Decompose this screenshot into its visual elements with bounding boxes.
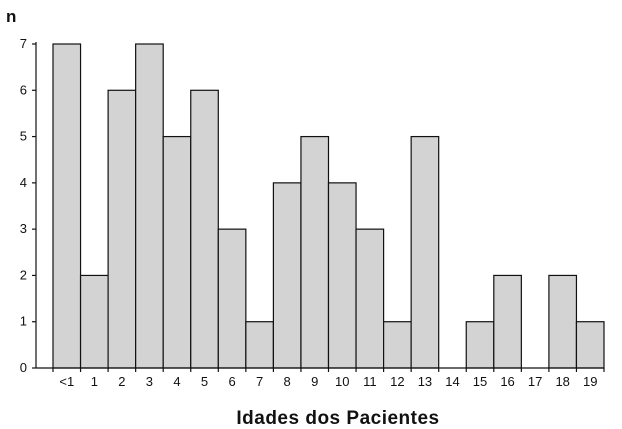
x-tick-label: 1 [91,374,98,389]
bar-7 [245,321,275,369]
y-axis: 0 1 2 3 4 5 6 7 [20,36,37,375]
y-tick-label: 5 [20,129,27,144]
y-tick-label: 3 [20,221,27,236]
y-tick-label: 2 [20,267,27,282]
x-tick-label: 3 [146,374,153,389]
bar-18 [548,274,578,369]
y-tick-label: 1 [20,314,27,329]
bar-15 [465,321,495,369]
x-tick-label: 9 [311,374,318,389]
x-axis-label: Idades dos Pacientes [236,408,439,429]
bar-16 [493,274,522,369]
x-tick-label: 6 [228,374,235,389]
x-tick-label: <1 [59,374,74,389]
y-tick-label: 4 [20,175,27,190]
x-tick-label: 2 [118,374,125,389]
y-tick-label: 7 [20,36,27,51]
bar-9 [300,135,330,369]
bar-6 [217,228,247,369]
x-tick-label: 7 [256,374,263,389]
x-tick-label: 8 [284,374,291,389]
y-axis-label: n [6,7,16,26]
bar-19 [575,321,605,369]
x-tick-label: 19 [583,374,597,389]
bar-1 [79,274,109,369]
bar-12 [383,321,412,369]
x-tick-label: 13 [418,374,432,389]
x-tick-label: 10 [335,374,349,389]
bar-8 [272,182,302,369]
bar-11 [355,228,385,369]
bar-4 [162,135,192,369]
bar-5 [190,89,219,369]
bars-group [52,43,605,369]
x-tick-label: 15 [473,374,487,389]
y-tick-label: 6 [20,82,27,97]
x-tick-label: 18 [555,374,569,389]
x-tick-label: 11 [363,374,377,389]
x-tick-label: 5 [201,374,208,389]
x-tick-label: 16 [500,374,514,389]
x-tick-label: 4 [173,374,180,389]
x-tick-label: 17 [528,374,542,389]
bar-10 [327,182,357,369]
x-axis: <1 1 2 3 4 5 6 7 8 9 10 11 12 13 14 15 16 17 18 19 [36,367,605,389]
bar-<1 [52,43,82,369]
bar-13 [410,135,440,369]
y-tick-label: 0 [20,360,27,375]
x-tick-label: 14 [445,374,459,389]
bar-2 [107,89,137,369]
x-tick-label: 12 [390,374,404,389]
bar-3 [135,43,164,369]
